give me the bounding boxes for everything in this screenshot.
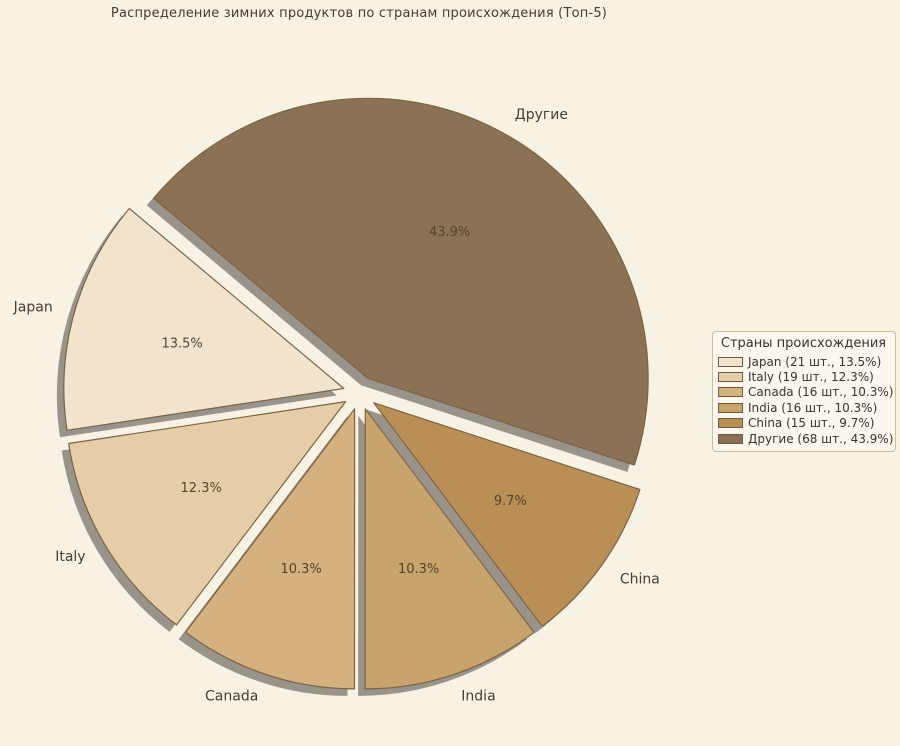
legend-title: Страны происхождения	[720, 336, 887, 351]
legend-item-other: Другие (68 шт., 43.9%)	[718, 431, 893, 446]
slice-label-china: China	[620, 571, 660, 587]
pie-slice-india	[364, 408, 535, 690]
legend-label-japan: Japan (21 шт., 13.5%)	[748, 354, 882, 369]
pie-slice-other	[153, 97, 649, 466]
legend-item-canada: Canada (16 шт., 10.3%)	[718, 385, 893, 400]
chart-title: Распределение зимних продуктов по страна…	[110, 6, 608, 21]
legend-label-india: India (16 шт., 10.3%)	[748, 400, 878, 415]
pie-percent-label-layer: 13.5% 12.3% 10.3% 10.3% 9.7% 43.9%	[161, 225, 526, 577]
pie-slice-canada	[185, 408, 356, 690]
slice-label-italy: Italy	[55, 549, 85, 565]
legend-label-italy: Italy (19 шт., 12.3%)	[748, 370, 874, 385]
legend-swatch-japan	[718, 356, 743, 367]
pie-wedge-layer	[63, 97, 649, 690]
legend-item-japan: Japan (21 шт., 13.5%)	[718, 354, 889, 369]
pct-label-italy: 12.3%	[181, 481, 222, 496]
pie-slice-china	[373, 402, 641, 627]
slice-label-india: India	[461, 689, 495, 705]
legend-label-china: China (15 шт., 9.7%)	[748, 416, 875, 431]
pie-slice-label-layer: Japan Italy Canada India China Другие	[13, 107, 660, 705]
slice-label-japan: Japan	[13, 300, 53, 316]
legend-item-italy: Italy (19 шт., 12.3%)	[718, 369, 889, 384]
pct-label-india: 10.3%	[398, 562, 439, 577]
legend-items: Japan (21 шт., 13.5%) Italy (19 шт., 12.3…	[718, 354, 893, 446]
pie-slice-japan	[63, 207, 345, 431]
legend: Страны происхождения Japan (21 шт., 13.5…	[712, 331, 896, 453]
legend-label-other: Другие (68 шт., 43.9%)	[748, 431, 894, 446]
legend-label-canada: Canada (16 шт., 10.3%)	[748, 385, 894, 400]
legend-swatch-canada	[718, 387, 743, 398]
pct-label-japan: 13.5%	[161, 337, 202, 352]
pct-label-canada: 10.3%	[280, 562, 321, 577]
legend-swatch-india	[718, 402, 743, 413]
legend-swatch-china	[718, 418, 743, 429]
pie-slice-italy	[68, 401, 347, 626]
legend-swatch-other	[718, 433, 743, 444]
slice-label-other: Другие	[515, 107, 568, 123]
legend-item-india: India (16 шт., 10.3%)	[718, 400, 889, 415]
pct-label-other: 43.9%	[429, 225, 470, 240]
legend-item-china: China (15 шт., 9.7%)	[718, 416, 889, 431]
pct-label-china: 9.7%	[494, 494, 527, 509]
legend-swatch-italy	[718, 372, 743, 383]
slice-label-canada: Canada	[205, 689, 258, 705]
